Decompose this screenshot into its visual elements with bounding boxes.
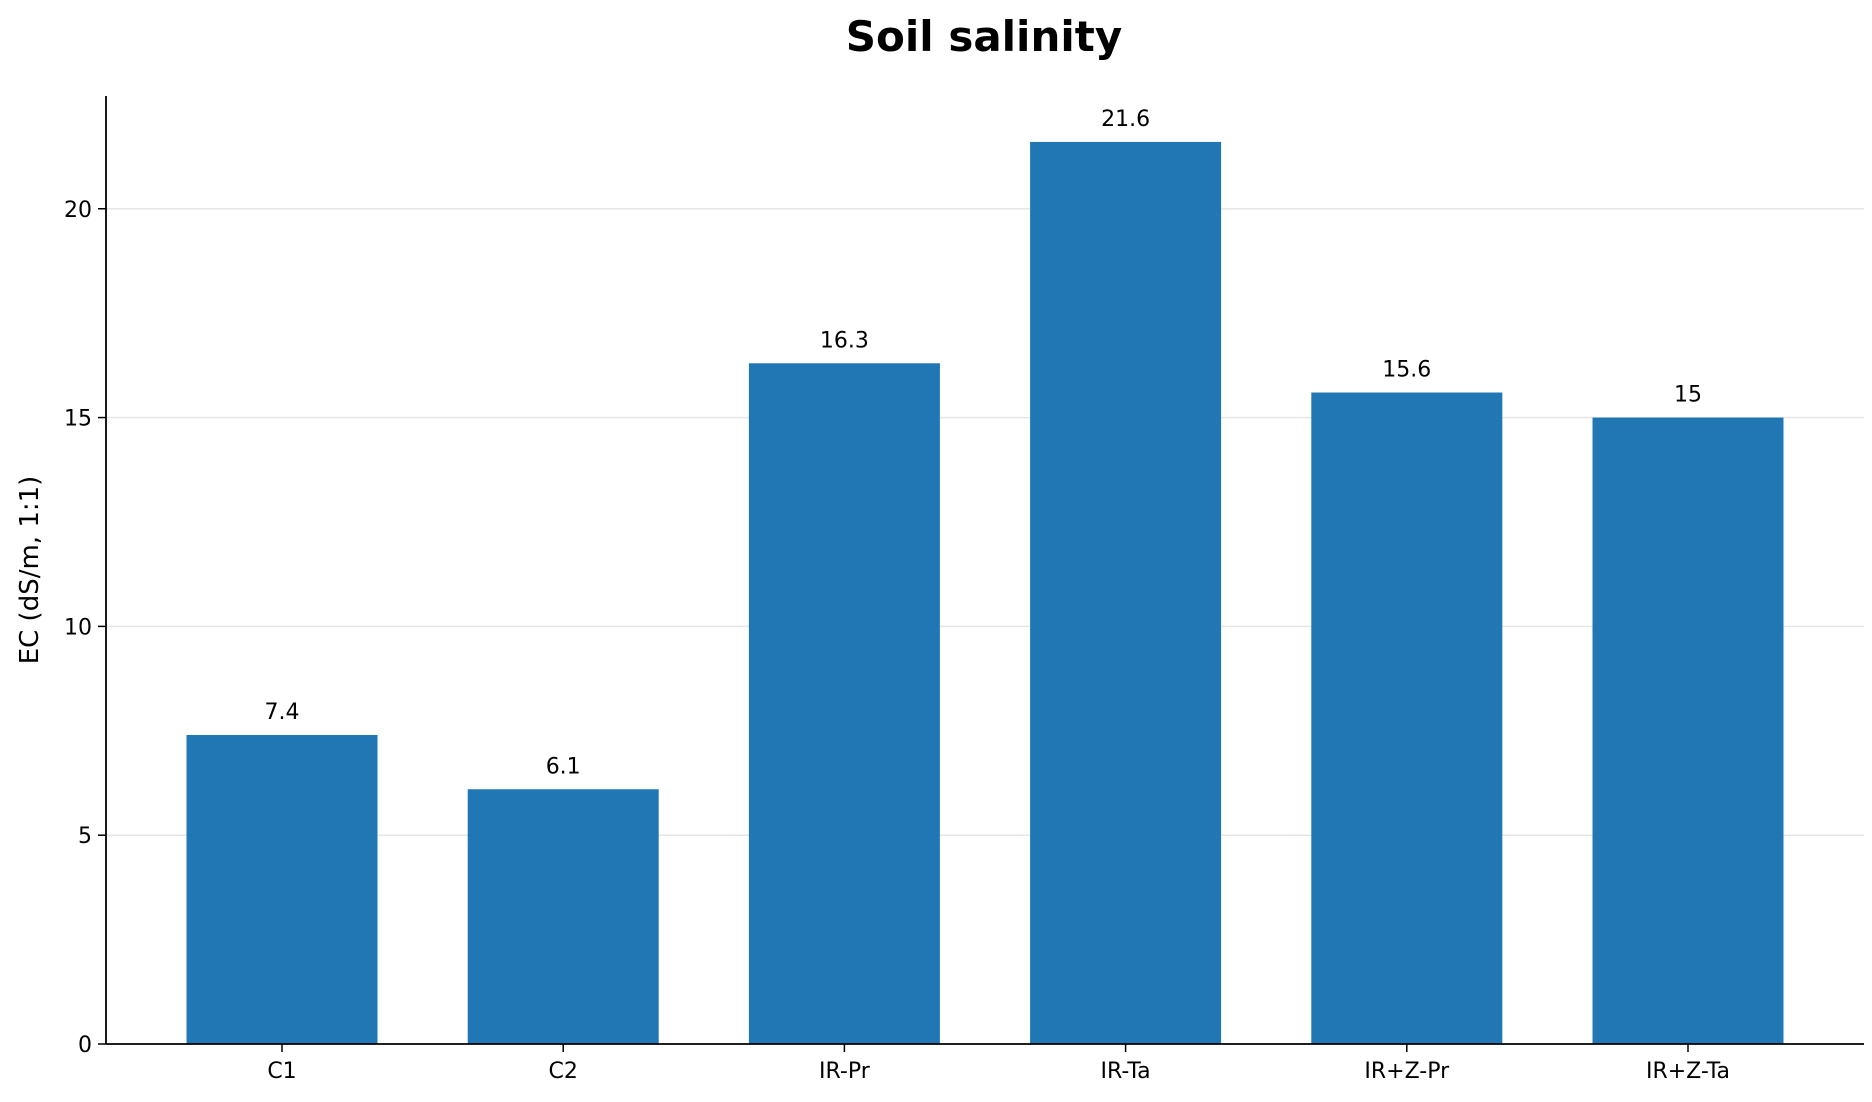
- x-axis-ticks: C1 C2 IR-Pr IR-Ta IR+Z-Pr IR+Z-Ta: [267, 1044, 1730, 1084]
- y-tick-label: 5: [78, 824, 92, 849]
- y-tick-label: 20: [64, 198, 92, 223]
- data-label: 15: [1674, 383, 1702, 408]
- y-tick-label: 0: [78, 1033, 92, 1058]
- axes: [105, 96, 1864, 1045]
- bar-c2: [467, 789, 659, 1044]
- bar-ir-ta: [1030, 141, 1222, 1044]
- x-tick-label: C1: [267, 1059, 296, 1084]
- x-tick-label: IR+Z-Pr: [1364, 1059, 1450, 1084]
- x-tick-label: IR+Z-Ta: [1646, 1059, 1730, 1084]
- data-label: 6.1: [546, 754, 581, 779]
- bar-ir-z-pr: [1311, 392, 1503, 1045]
- bars: [186, 141, 1784, 1045]
- data-label: 15.6: [1382, 358, 1431, 383]
- chart-title: Soil salinity: [846, 12, 1122, 61]
- data-label: 7.4: [265, 700, 300, 725]
- y-tick-label: 15: [64, 407, 92, 432]
- x-tick-label: IR-Ta: [1101, 1059, 1151, 1084]
- bar-ir-z-ta: [1592, 417, 1784, 1045]
- y-tick-label: 10: [64, 615, 92, 640]
- x-tick-label: C2: [549, 1059, 578, 1084]
- bar-c1: [186, 734, 378, 1044]
- data-label: 21.6: [1101, 107, 1150, 132]
- bar-ir-pr: [748, 363, 940, 1044]
- y-axis-ticks: 0 5 10 15 20: [64, 198, 106, 1058]
- x-tick-label: IR-Pr: [819, 1059, 871, 1084]
- data-label: 16.3: [820, 328, 869, 353]
- gridlines: [106, 208, 1864, 836]
- data-labels: 7.4 6.1 16.3 21.6 15.6 15: [265, 107, 1703, 779]
- y-axis-label: EC (dS/m, 1:1): [15, 476, 45, 665]
